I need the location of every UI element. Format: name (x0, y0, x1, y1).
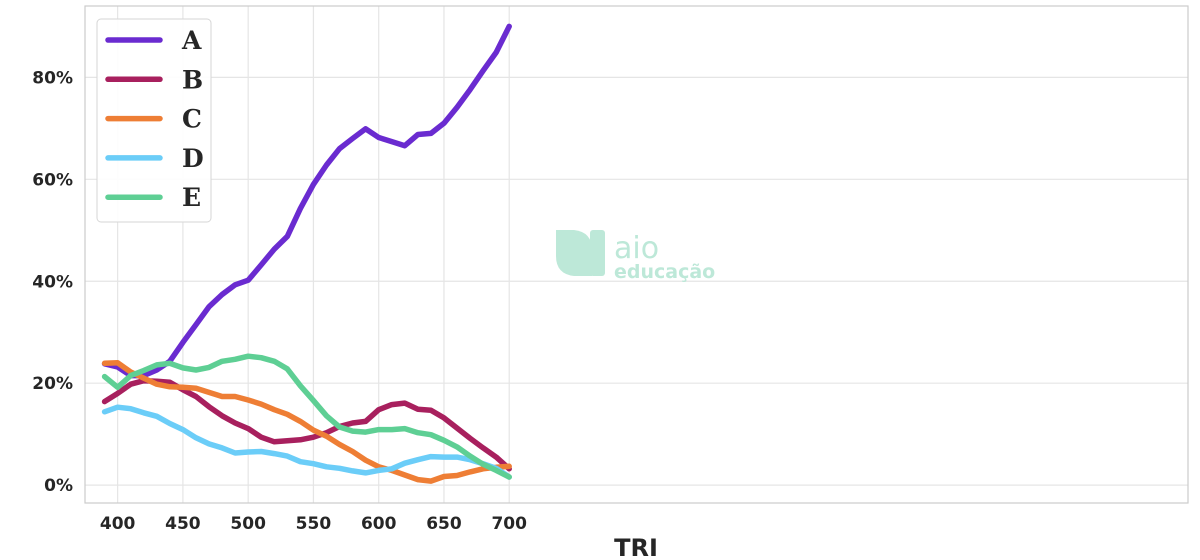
legend-label-b: B (182, 65, 203, 94)
y-tick-label: 0% (44, 476, 73, 496)
x-tick-label: 700 (491, 514, 527, 534)
legend-label-d: D (182, 144, 204, 173)
legend-label-a: A (181, 26, 202, 55)
x-tick-label: 650 (426, 514, 462, 534)
series-line-d (101, 404, 512, 480)
x-tick-label: 400 (100, 514, 136, 534)
plot-frame (84, 5, 1189, 504)
y-tick-label: 20% (32, 374, 73, 394)
x-axis-ticks: 400 450 500 550 600 650 700 (100, 514, 527, 534)
legend-label-c: C (182, 105, 202, 134)
y-tick-label: 80% (32, 68, 73, 88)
watermark: aio educação (556, 230, 715, 283)
x-tick-label: 500 (230, 514, 266, 534)
series-line-c (101, 360, 512, 484)
watermark-text-educacao: educação (614, 261, 715, 283)
x-tick-label: 550 (296, 514, 332, 534)
series-lines (101, 23, 512, 484)
y-axis-ticks: 0% 20% 40% 60% 80% (32, 68, 73, 496)
legend-label-e: E (182, 183, 201, 212)
grid (85, 6, 1188, 503)
watermark-logo-icon (556, 230, 605, 276)
series-line-a (101, 23, 512, 379)
x-axis-label: TRI (614, 534, 658, 560)
x-tick-label: 450 (165, 514, 201, 534)
series-line-e (101, 353, 512, 480)
x-tick-label: 600 (361, 514, 397, 534)
y-tick-label: 40% (32, 272, 73, 292)
watermark-text-aio: aio (614, 231, 659, 266)
y-tick-label: 60% (32, 170, 73, 190)
series-line-b (101, 377, 512, 472)
